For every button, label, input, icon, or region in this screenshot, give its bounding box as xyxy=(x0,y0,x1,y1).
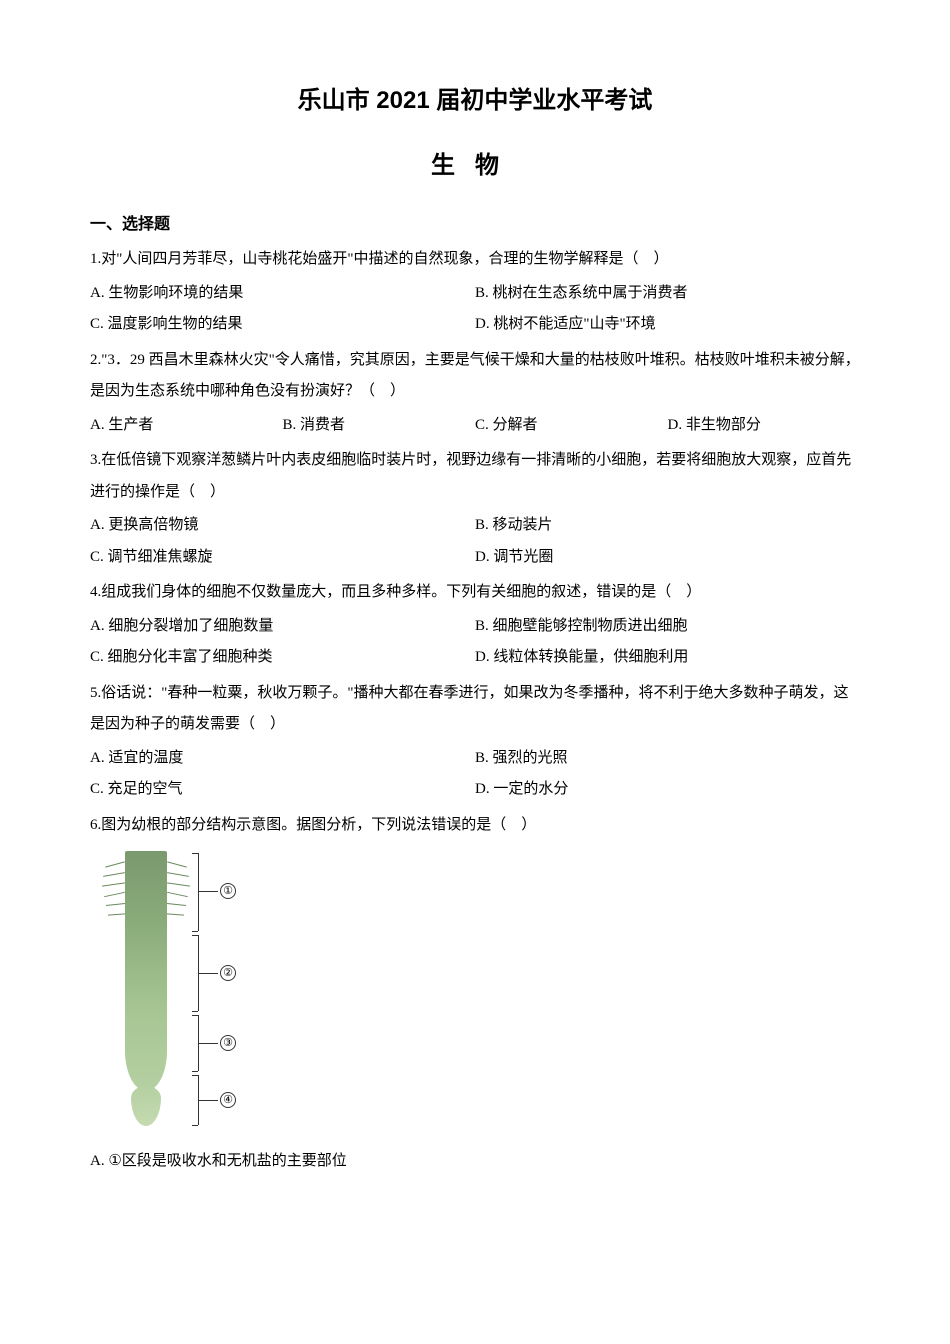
question-3: 3.在低倍镜下观察洋葱鳞片叶内表皮细胞临时装片时，视野边缘有一排清晰的小细胞，若… xyxy=(90,445,860,573)
q4-option-d: D. 线粒体转换能量，供细胞利用 xyxy=(475,642,860,674)
diagram-label-3: ③ xyxy=(220,1035,236,1051)
exam-title: 乐山市 2021 届初中学业水平考试 xyxy=(90,80,860,115)
q4-option-a: A. 细胞分裂增加了细胞数量 xyxy=(90,611,475,643)
question-6: 6.图为幼根的部分结构示意图。据图分析，下列说法错误的是（ ） xyxy=(90,810,860,1178)
q5-option-a: A. 适宜的温度 xyxy=(90,743,475,775)
question-1: 1.对"人间四月芳菲尽，山寺桃花始盛开"中描述的自然现象，合理的生物学解释是（ … xyxy=(90,244,860,341)
q4-option-c: C. 细胞分化丰富了细胞种类 xyxy=(90,642,475,674)
q3-option-d: D. 调节光圈 xyxy=(475,542,860,574)
diagram-label-1: ① xyxy=(220,883,236,899)
q3-option-c: C. 调节细准焦螺旋 xyxy=(90,542,475,574)
q6-option-a: A. ①区段是吸收水和无机盐的主要部位 xyxy=(90,1146,860,1178)
q5-option-c: C. 充足的空气 xyxy=(90,774,475,806)
q2-option-c: C. 分解者 xyxy=(475,410,668,442)
root-diagram: ① ② ③ ④ xyxy=(90,851,860,1131)
question-2: 2."3．29 西昌木里森林火灾"令人痛惜，究其原因，主要是气候干燥和大量的枯枝… xyxy=(90,345,860,442)
q4-text: 4.组成我们身体的细胞不仅数量庞大，而且多种多样。下列有关细胞的叙述，错误的是（… xyxy=(90,577,860,609)
question-5: 5.俗话说："春种一粒粟，秋收万颗子。"播种大都在春季进行，如果改为冬季播种，将… xyxy=(90,678,860,806)
q2-option-d: D. 非生物部分 xyxy=(668,410,861,442)
q5-option-b: B. 强烈的光照 xyxy=(475,743,860,775)
q4-option-b: B. 细胞壁能够控制物质进出细胞 xyxy=(475,611,860,643)
q1-option-d: D. 桃树不能适应"山寺"环境 xyxy=(475,309,860,341)
diagram-label-4: ④ xyxy=(220,1092,236,1108)
q3-text: 3.在低倍镜下观察洋葱鳞片叶内表皮细胞临时装片时，视野边缘有一排清晰的小细胞，若… xyxy=(90,445,860,508)
q3-option-b: B. 移动装片 xyxy=(475,510,860,542)
q1-option-c: C. 温度影响生物的结果 xyxy=(90,309,475,341)
diagram-label-2: ② xyxy=(220,965,236,981)
q5-text: 5.俗话说："春种一粒粟，秋收万颗子。"播种大都在春季进行，如果改为冬季播种，将… xyxy=(90,678,860,741)
section-1-header: 一、选择题 xyxy=(90,210,860,234)
question-4: 4.组成我们身体的细胞不仅数量庞大，而且多种多样。下列有关细胞的叙述，错误的是（… xyxy=(90,577,860,674)
q1-option-a: A. 生物影响环境的结果 xyxy=(90,278,475,310)
q3-option-a: A. 更换高倍物镜 xyxy=(90,510,475,542)
q2-option-b: B. 消费者 xyxy=(283,410,476,442)
q5-option-d: D. 一定的水分 xyxy=(475,774,860,806)
q2-text: 2."3．29 西昌木里森林火灾"令人痛惜，究其原因，主要是气候干燥和大量的枯枝… xyxy=(90,345,860,408)
q1-text: 1.对"人间四月芳菲尽，山寺桃花始盛开"中描述的自然现象，合理的生物学解释是（ … xyxy=(90,244,860,276)
q1-option-b: B. 桃树在生态系统中属于消费者 xyxy=(475,278,860,310)
q6-text: 6.图为幼根的部分结构示意图。据图分析，下列说法错误的是（ ） xyxy=(90,810,860,842)
subject-title: 生物 xyxy=(90,145,860,180)
q2-option-a: A. 生产者 xyxy=(90,410,283,442)
